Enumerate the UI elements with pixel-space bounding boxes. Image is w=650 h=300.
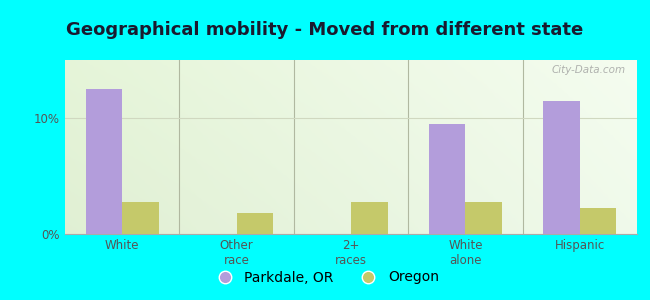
Bar bbox=[580, 208, 616, 234]
Bar bbox=[351, 202, 387, 234]
Text: Geographical mobility - Moved from different state: Geographical mobility - Moved from diffe… bbox=[66, 21, 584, 39]
Bar bbox=[86, 89, 122, 234]
Bar bbox=[122, 202, 159, 234]
Bar bbox=[543, 100, 580, 234]
Bar bbox=[237, 213, 273, 234]
Text: City-Data.com: City-Data.com bbox=[551, 65, 625, 75]
Bar bbox=[465, 202, 502, 234]
Legend: Parkdale, OR, Oregon: Parkdale, OR, Oregon bbox=[205, 265, 445, 290]
Bar bbox=[429, 124, 465, 234]
